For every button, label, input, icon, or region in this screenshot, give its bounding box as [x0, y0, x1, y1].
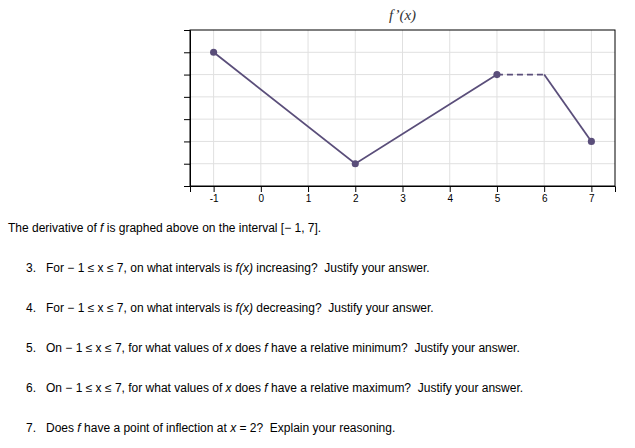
- grid-line-x: [544, 30, 545, 186]
- y-tick: [184, 97, 190, 98]
- grid-line-y: [190, 96, 615, 97]
- grid-line-x: [308, 30, 309, 186]
- annotation-line: 7. Does f have a point of inflection at …: [26, 421, 395, 435]
- annotation-part: have a point of inflection at: [81, 421, 230, 435]
- x-tick-mark: [450, 186, 451, 192]
- y-tick-mark: [184, 141, 190, 142]
- x-tick-label: 6: [542, 193, 548, 204]
- x-tick-mark: [355, 186, 356, 192]
- point: [210, 49, 217, 56]
- y-tick: [184, 141, 190, 142]
- grid-line-y: [190, 119, 615, 120]
- grid-line-y: [190, 163, 615, 164]
- x-tick-label: 2: [353, 193, 359, 204]
- grid-line-x: [402, 30, 403, 186]
- title: f’(x): [389, 7, 416, 24]
- x-axis: -1 0 1 2 3 4 5 6 7: [191, 186, 616, 204]
- annotation-part: 4. For − 1 ≤ x ≤ 7, on what intervals is: [26, 301, 236, 315]
- annotation-line: The derivative of f is graphed above on …: [8, 221, 321, 235]
- y-tick: [184, 75, 190, 76]
- x-tick: 2: [353, 186, 359, 204]
- plot-frame: [190, 30, 615, 186]
- x-tick: -1: [210, 186, 219, 204]
- grid-line-y: [190, 74, 615, 75]
- x-tick: 4: [447, 186, 453, 204]
- point: [493, 71, 500, 78]
- annotation-part: The derivative of: [8, 221, 100, 235]
- grid-line-x: [496, 30, 497, 186]
- annotation-part: 3. For − 1 ≤ x ≤ 7, on what intervals is: [26, 261, 236, 275]
- x-tick-mark: [261, 186, 262, 192]
- y-tick: [184, 119, 190, 120]
- grid-line-x: [260, 30, 261, 186]
- annotation-part: 6. On − 1 ≤ x ≤ 7, for what values of: [26, 381, 226, 395]
- grid-line-y: [190, 52, 615, 53]
- grid-line-x: [591, 30, 592, 186]
- x-tick-mark: [214, 186, 215, 192]
- line: [544, 75, 591, 142]
- grid-line-y: [190, 141, 615, 142]
- annotation-part: f(x): [236, 301, 253, 315]
- x-tick-label: 1: [306, 193, 312, 204]
- y-axis: [184, 31, 191, 187]
- annotation-part: f(x): [236, 261, 253, 275]
- x-tick-label: 4: [447, 193, 453, 204]
- annotation-part: decreasing? Justify your answer.: [253, 301, 434, 315]
- annotation-line: 6. On − 1 ≤ x ≤ 7, for what values of x …: [26, 381, 523, 395]
- line: [497, 74, 544, 76]
- x-tick: 6: [542, 186, 548, 204]
- annotations: The derivative of f is graphed above on …: [8, 221, 523, 435]
- annotation-part: = 2? Explain your reasoning.: [236, 421, 395, 435]
- x-tick: 3: [400, 186, 406, 204]
- annotation-part: 5. On − 1 ≤ x ≤ 7, for what values of: [26, 341, 226, 355]
- annotation-line: 5. On − 1 ≤ x ≤ 7, for what values of x …: [26, 341, 520, 355]
- x-tick: 5: [495, 186, 501, 204]
- x-tick-mark: [308, 186, 309, 192]
- point: [588, 138, 595, 145]
- grid-line-x: [449, 30, 450, 186]
- line: [214, 52, 497, 163]
- x-tick: 1: [306, 186, 312, 204]
- x-tick-mark: [403, 186, 404, 192]
- x-tick: 7: [589, 186, 595, 204]
- chart: -1 0 1 2 3 4 5 6 7 f’(x) The derivative of f is gr…: [0, 0, 635, 448]
- x-tick-label: 7: [589, 193, 595, 204]
- annotation-part: is graphed above on the interval [− 1, 7…: [103, 221, 321, 235]
- x-tick-mark: [591, 186, 592, 192]
- annotation-part: increasing? Justify your answer.: [253, 261, 430, 275]
- annotation-line: 3. For − 1 ≤ x ≤ 7, on what intervals is…: [26, 261, 430, 275]
- x-tick-label: 5: [495, 193, 501, 204]
- annotation-part: does: [232, 341, 265, 355]
- x-tick-label: 3: [400, 193, 406, 204]
- marks: [210, 49, 595, 168]
- y-axis-line: [184, 31, 191, 187]
- annotation-part: 7. Does: [26, 421, 77, 435]
- y-tick-mark: [184, 52, 190, 53]
- annotation-part: have a relative maximum? Justify your an…: [268, 381, 523, 395]
- y-tick-mark: [184, 97, 190, 98]
- annotation-part: have a relative minimum? Justify your an…: [268, 341, 520, 355]
- y-tick-mark: [184, 119, 190, 120]
- point: [352, 160, 359, 167]
- annotation-part: does: [232, 381, 265, 395]
- y-tick: [184, 164, 190, 165]
- y-tick-mark: [184, 164, 190, 165]
- x-tick-mark: [544, 186, 545, 192]
- x-tick-label: -1: [210, 193, 219, 204]
- x-axis-line: [191, 187, 616, 193]
- grid: [190, 30, 615, 186]
- y-tick-mark: [184, 75, 190, 76]
- x-tick-label: 0: [259, 193, 265, 204]
- x-tick: 0: [259, 186, 265, 204]
- annotation-line: 4. For − 1 ≤ x ≤ 7, on what intervals is…: [26, 301, 434, 315]
- y-tick: [184, 52, 190, 53]
- x-tick-mark: [497, 186, 498, 192]
